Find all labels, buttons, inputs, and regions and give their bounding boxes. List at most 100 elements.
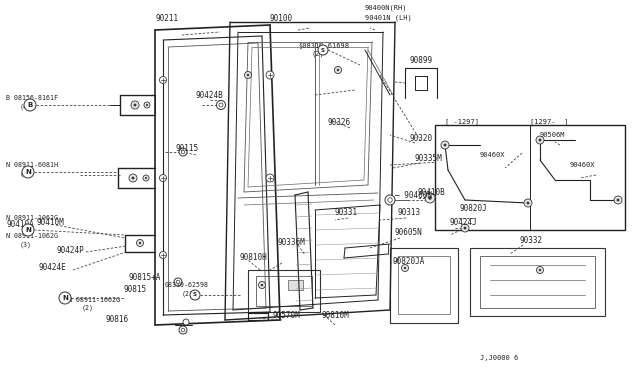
Text: 90100: 90100 [270,13,293,22]
Text: 90424E: 90424E [38,263,66,273]
Text: (2): (2) [182,291,194,297]
Circle shape [266,71,274,79]
Circle shape [401,264,408,272]
Text: J,J0000 6: J,J0000 6 [480,355,518,361]
Text: 90410A: 90410A [6,219,34,228]
Circle shape [536,266,543,273]
Circle shape [181,150,185,154]
Text: N 08911-1062G: N 08911-1062G [6,215,58,221]
Text: B 08156-8161F: B 08156-8161F [6,95,58,101]
Circle shape [216,100,225,109]
Circle shape [174,278,182,286]
Circle shape [59,292,71,304]
Circle shape [259,282,266,289]
Circle shape [337,69,339,71]
Circle shape [131,101,139,109]
Circle shape [614,196,622,204]
Circle shape [318,45,328,55]
Text: 90816: 90816 [105,315,128,324]
Circle shape [219,103,223,107]
Text: 90460X: 90460X [480,152,506,158]
Circle shape [617,199,619,201]
Circle shape [539,269,541,271]
Bar [480,256,595,308]
Circle shape [22,166,34,178]
Text: 90815: 90815 [123,285,146,295]
Circle shape [527,202,529,204]
Circle shape [247,74,249,76]
Text: 90424B: 90424B [196,90,224,99]
Text: 90115: 90115 [175,144,198,153]
Text: 90401N (LH): 90401N (LH) [365,15,412,21]
Text: 90410B: 90410B [418,187,445,196]
Circle shape [144,102,150,108]
Circle shape [159,251,166,259]
Text: N: N [25,227,31,233]
Circle shape [139,242,141,244]
Text: 90570M: 90570M [273,311,301,321]
Text: 90605N: 90605N [395,228,423,237]
Text: (2): (2) [82,305,94,311]
Circle shape [132,177,134,179]
Circle shape [461,224,469,232]
Text: 90820J: 90820J [460,203,488,212]
Circle shape [388,198,392,202]
Circle shape [159,174,166,182]
Text: 90410M: 90410M [36,218,64,227]
Text: 90815+A: 90815+A [128,273,161,282]
Text: §08310-61698: §08310-61698 [298,42,349,48]
Bar [256,276,312,306]
Text: — 90460N: — 90460N [395,190,432,199]
Circle shape [190,290,200,300]
Bar [470,248,605,316]
Circle shape [183,319,189,325]
Circle shape [129,174,137,182]
Text: 90336M: 90336M [278,237,306,247]
Circle shape [404,267,406,269]
Text: 90424J: 90424J [450,218,477,227]
Circle shape [425,193,435,203]
Circle shape [441,141,449,149]
Text: 90211: 90211 [155,13,178,22]
Text: 90810H: 90810H [240,253,268,263]
Circle shape [335,67,342,74]
Text: 90424P: 90424P [56,246,84,254]
Text: 90460X: 90460X [570,162,595,168]
Text: 90313: 90313 [398,208,421,217]
Bar [288,280,303,290]
Text: [ -1297]: [ -1297] [445,119,479,125]
Text: N 08911-1062G: N 08911-1062G [6,233,58,239]
Circle shape [24,99,36,111]
Circle shape [179,148,187,156]
Circle shape [539,139,541,141]
Bar [435,125,625,230]
Text: 90820JA: 90820JA [393,257,426,266]
Circle shape [134,104,136,106]
Text: N 08911-6081H: N 08911-6081H [6,162,58,168]
Circle shape [176,280,180,284]
Text: 90331: 90331 [335,208,358,217]
Text: 90400N(RH): 90400N(RH) [365,5,408,11]
Circle shape [266,174,274,182]
Circle shape [429,196,431,199]
Text: 90332: 90332 [520,235,543,244]
Circle shape [145,177,147,179]
Text: 90326: 90326 [328,118,351,126]
Circle shape [136,240,143,247]
Bar [390,248,458,323]
Bar [248,270,320,312]
Text: [1297-  ]: [1297- ] [530,119,568,125]
Text: B: B [28,102,33,108]
Circle shape [385,195,395,205]
Text: N 08911-1062G: N 08911-1062G [68,297,120,303]
Text: S: S [193,292,197,298]
Text: (4): (4) [20,171,32,177]
Text: N: N [25,169,31,175]
Text: N: N [62,295,68,301]
Text: 90335M: 90335M [415,154,443,163]
Circle shape [524,199,532,207]
Text: (2): (2) [312,51,324,57]
Bar [398,256,450,314]
Circle shape [464,227,466,229]
Text: 08310-62598: 08310-62598 [165,282,209,288]
